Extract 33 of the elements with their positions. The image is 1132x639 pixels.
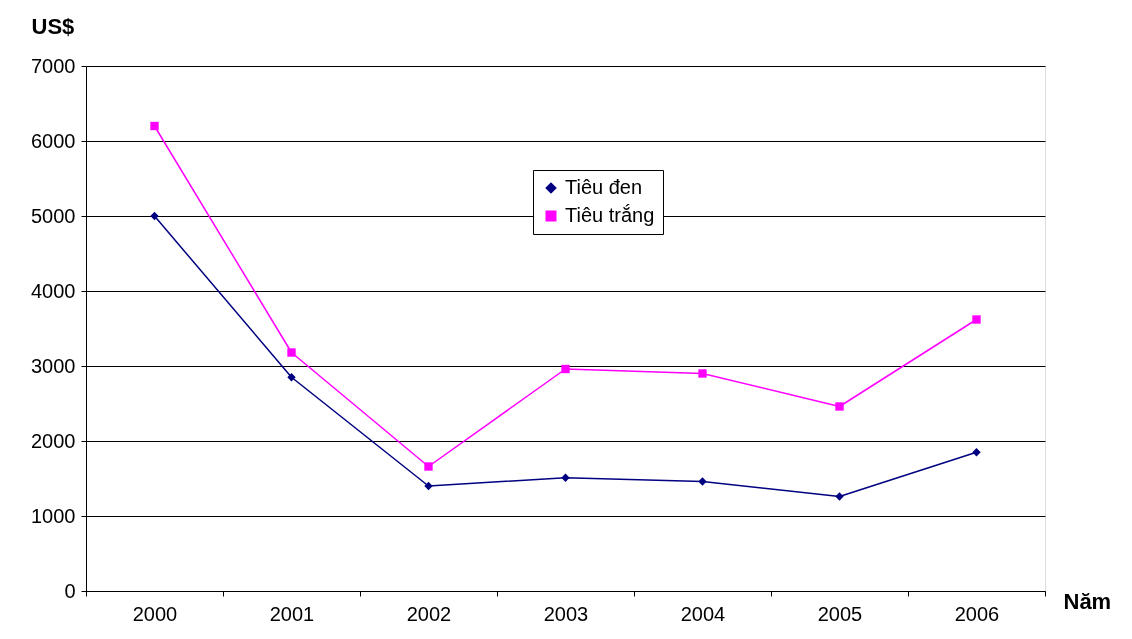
x-axis-title: Năm <box>1063 588 1112 614</box>
point <box>698 477 707 486</box>
x-tick-label: 2002 <box>406 602 452 625</box>
point <box>287 373 296 382</box>
point <box>972 448 981 457</box>
point <box>698 369 707 378</box>
y-tick-label: 1000 <box>31 504 76 527</box>
point <box>835 402 844 411</box>
point <box>424 481 433 491</box>
y-tick-label: 4000 <box>31 279 76 302</box>
x-tick-label: 2004 <box>680 602 726 625</box>
point <box>287 348 296 357</box>
point <box>424 462 433 471</box>
point <box>972 315 981 324</box>
y-tick-label: 5000 <box>31 204 76 227</box>
y-tick-label: 6000 <box>31 129 76 152</box>
y-tick-label: 0 <box>64 579 76 602</box>
y-tick-label: 7000 <box>31 54 76 77</box>
point <box>835 492 844 501</box>
point <box>150 121 159 131</box>
point <box>561 364 570 374</box>
legend-label: Tiêu đen <box>565 176 643 198</box>
x-tick-label: 2000 <box>132 602 178 625</box>
legend-label: Tiêu trắng <box>565 204 655 226</box>
x-tick-label: 2001 <box>269 602 315 625</box>
x-tick-label: 2003 <box>543 602 589 625</box>
x-tick-label: 2006 <box>954 602 1000 625</box>
x-tick-label: 2005 <box>817 602 863 625</box>
y-tick-label: 2000 <box>31 429 76 452</box>
point <box>150 211 159 221</box>
y-tick-label: 3000 <box>31 354 76 377</box>
point <box>561 473 570 482</box>
y-axis-title: US$ <box>31 13 75 39</box>
